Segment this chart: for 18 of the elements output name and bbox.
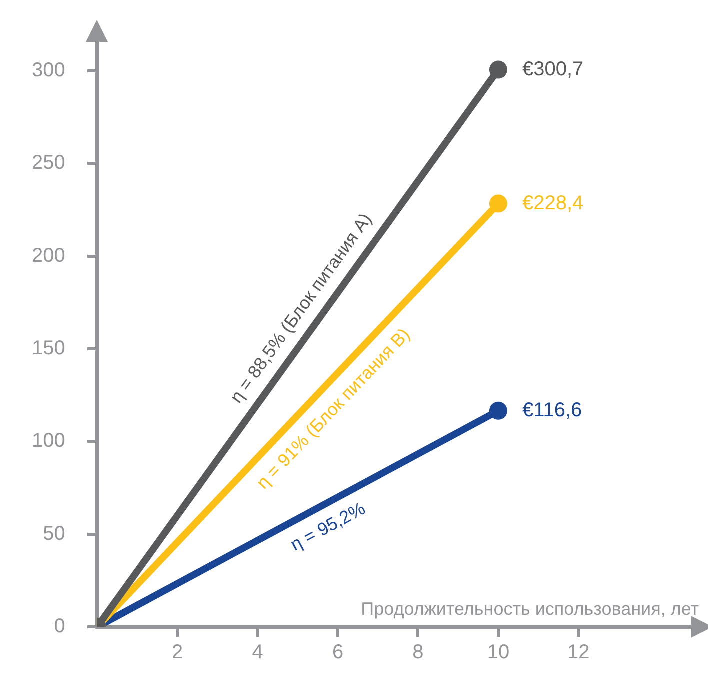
y-tick-label: 0 — [54, 616, 66, 638]
data-label: €228,4 — [522, 192, 584, 214]
x-tick-label: 2 — [172, 642, 184, 664]
x-tick-label: 12 — [568, 642, 590, 664]
y-tick-label: 50 — [43, 522, 66, 545]
x-tick-label: 10 — [487, 642, 510, 664]
y-tick-label: 150 — [32, 338, 66, 360]
x-axis-title: Продолжительность использования, лет — [361, 598, 699, 619]
x-tick-label: 4 — [252, 642, 264, 664]
y-tick-label: 300 — [32, 60, 66, 82]
data-label: €300,7 — [522, 58, 584, 80]
x-tick-label: 8 — [412, 642, 424, 664]
data-label: €116,6 — [522, 399, 582, 422]
y-tick-label: 100 — [32, 430, 66, 452]
x-tick-label: 6 — [332, 642, 344, 664]
y-tick-label: 250 — [32, 152, 66, 174]
y-tick-label: 200 — [32, 244, 66, 267]
point — [489, 194, 508, 213]
